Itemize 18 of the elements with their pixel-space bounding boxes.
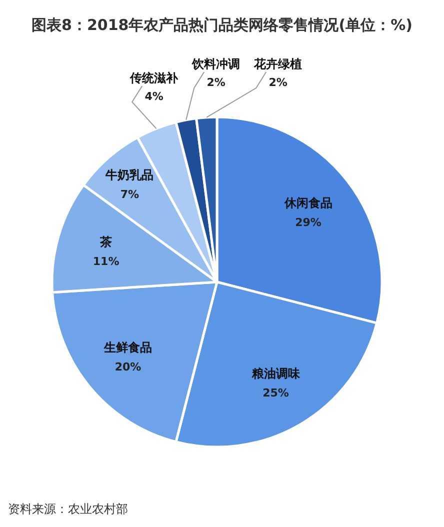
data-label: 2% [268, 76, 288, 89]
slice-label: 花卉绿植 [253, 57, 302, 71]
data-label: 11% [92, 254, 120, 268]
data-label: 4% [144, 90, 164, 103]
data-label: 20% [114, 360, 142, 374]
slice-label: 生鲜食品 [103, 340, 152, 355]
slice-label: 传统滋补 [129, 71, 180, 85]
slice-label: 休闲食品 [283, 196, 332, 210]
data-label: 7% [120, 188, 140, 201]
data-label: 29% [295, 216, 322, 230]
text: 资料来源：农业农村部 [8, 502, 128, 516]
data-label: 25% [262, 386, 289, 400]
slice-label: 饮料冲调 [191, 57, 240, 71]
data-label: 2% [206, 76, 226, 89]
slice-label: 粮油调味 [250, 366, 301, 380]
slice-label: 茶 [99, 234, 112, 249]
chart-title: 图表8：2018年农产品热门品类网络零售情况(单位：%) [32, 16, 412, 34]
slice-label: 牛奶乳品 [104, 168, 154, 182]
